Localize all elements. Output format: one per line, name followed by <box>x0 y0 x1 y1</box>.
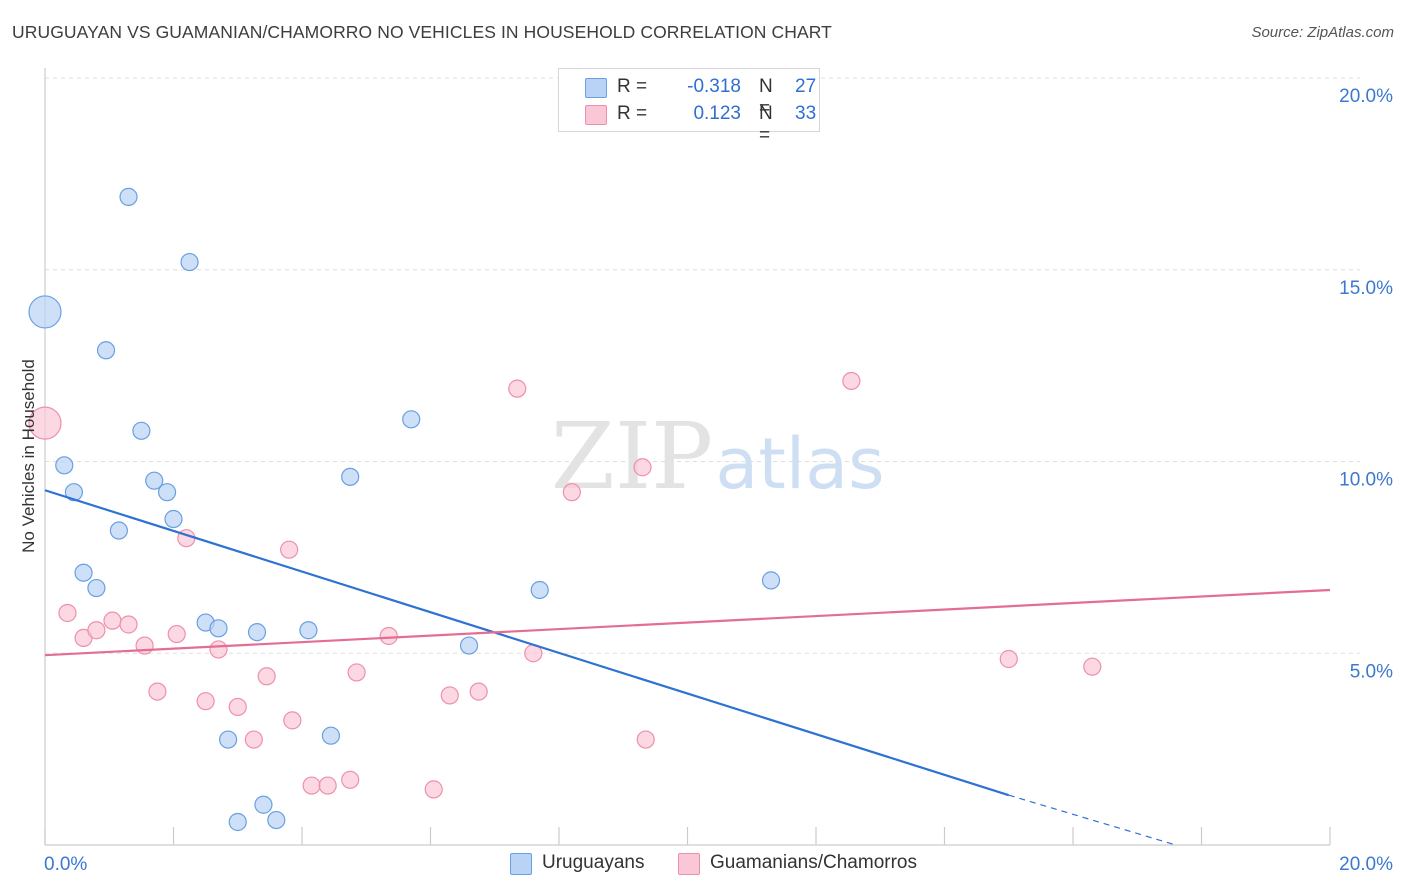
legend-n-value: 27 <box>795 76 817 97</box>
uruguayan-point <box>321 726 341 745</box>
y-tick-label: 15.0% <box>1339 278 1393 299</box>
uruguayan-point <box>219 730 238 749</box>
uruguayan-point <box>145 471 164 490</box>
guamanian-point <box>280 540 299 559</box>
guamanian-point <box>228 697 247 717</box>
guamanian-point <box>1083 657 1102 676</box>
chart-title: URUGUAYAN VS GUAMANIAN/CHAMORRO NO VEHIC… <box>12 22 832 42</box>
guamanian-point <box>379 626 398 646</box>
uruguayan-point <box>157 483 177 502</box>
uruguayan-point <box>132 421 151 440</box>
uruguayan-point <box>530 580 549 600</box>
guamanian-point <box>562 483 581 502</box>
correlation-legend: R = -0.318 N = 27 R = 0.123 N = 33 <box>558 68 820 146</box>
guamanian-point <box>209 640 228 659</box>
legend-r-label: R = <box>617 103 648 124</box>
guamanian-point <box>440 686 459 705</box>
guamanian-point <box>244 730 263 749</box>
guamanian-point <box>469 682 488 701</box>
uruguayan-point <box>64 483 84 502</box>
legend-swatch-pink <box>678 853 700 875</box>
guamanian-point <box>119 615 138 634</box>
y-axis-label: No Vehicles in Household <box>19 359 38 553</box>
guamanian-point <box>318 776 337 795</box>
guamanian-point <box>28 406 62 440</box>
axis-layer: 5.0% 10.0% 15.0% 20.0% 0.0% 20.0% <box>44 68 1393 875</box>
chart-source: Source: ZipAtlas.com <box>1251 24 1394 41</box>
guamanian-point <box>636 730 655 749</box>
uruguayan-point <box>402 410 421 429</box>
uruguayan-point <box>341 467 360 486</box>
trend-layer <box>44 489 1331 846</box>
uruguayan-point <box>28 295 62 329</box>
uruguayan-point <box>761 571 781 590</box>
x-tick-label: 20.0% <box>1339 854 1393 875</box>
uruguayan-point <box>254 795 273 814</box>
uruguayan-point <box>87 578 106 598</box>
legend-label-uruguayans: Uruguayans <box>542 852 645 873</box>
uruguayan-point <box>459 636 479 655</box>
guamanian-point <box>58 603 77 623</box>
y-tick-label: 5.0% <box>1350 661 1393 682</box>
uruguayan-point <box>247 623 267 642</box>
y-tick-label: 20.0% <box>1339 86 1393 107</box>
guamanian-point <box>103 611 122 630</box>
uruguayan-point <box>119 187 138 206</box>
watermark-atlas: atlas <box>715 423 884 505</box>
uruguayan-trend-line <box>44 489 1010 797</box>
guamanian-point <box>341 770 360 789</box>
legend-r-value: 0.123 <box>693 103 741 124</box>
uruguayan-point <box>164 509 183 529</box>
watermark: ZIP atlas <box>551 403 885 510</box>
guamanian-point <box>508 379 527 398</box>
uruguayan-point <box>299 621 318 640</box>
uruguayan-point <box>55 456 74 475</box>
uruguayan-point <box>180 252 199 272</box>
guamanian-point <box>196 692 215 711</box>
uruguayan-point <box>74 563 93 582</box>
guamanian-point <box>999 649 1018 669</box>
legend-swatch-blue <box>585 78 607 98</box>
legend-n-label: N = <box>759 76 773 119</box>
legend-n-label: N = <box>759 103 773 146</box>
guamanian-point <box>424 780 443 799</box>
guamanian-point <box>87 621 106 640</box>
guamanian-point <box>842 371 861 391</box>
guamanian-point <box>302 776 321 795</box>
guamanian-point <box>148 682 167 701</box>
uruguayan-point <box>267 810 286 830</box>
legend-swatch-pink <box>585 105 607 125</box>
uruguayan-point <box>96 341 116 360</box>
uruguayan-point <box>109 521 128 540</box>
uruguayan-point <box>209 619 228 638</box>
legend-swatch-blue <box>510 853 532 875</box>
guamanian-point <box>257 667 276 686</box>
legend-n-value: 33 <box>795 103 817 124</box>
legend-r-label: R = <box>617 76 648 97</box>
guamanian-point <box>135 636 154 655</box>
guamanian-point <box>167 624 186 644</box>
legend-label-guamanians: Guamanians/Chamorros <box>710 852 917 873</box>
guamanian-point <box>633 458 652 477</box>
uruguayan-point <box>228 812 247 832</box>
x-tick-label: 0.0% <box>44 854 87 875</box>
guamanian-trend-line <box>44 588 1331 657</box>
guamanian-point <box>283 711 302 730</box>
uruguayan-trend-extension <box>1008 794 1176 846</box>
legend-r-value: -0.318 <box>687 76 741 97</box>
guamanian-point <box>347 663 366 682</box>
grid-layer <box>45 77 1360 654</box>
y-tick-label: 10.0% <box>1339 470 1393 491</box>
